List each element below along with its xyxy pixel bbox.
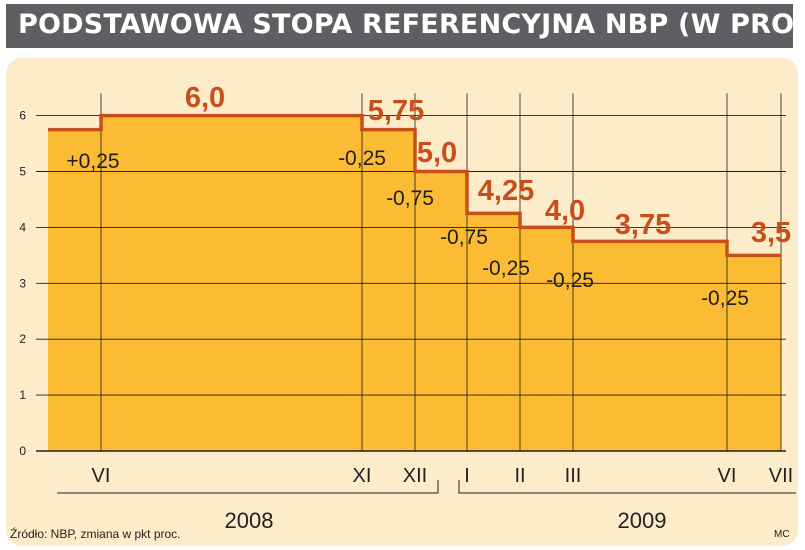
x-tick-label-0: VI [92,465,111,487]
change-label-4: -0,25 [482,257,530,280]
rate-label-5: 4,0 [545,195,585,227]
rate-label-3: 5,0 [417,137,457,169]
y-tick-label-2: 2 [19,332,26,346]
x-tick-label-6: VI [718,465,737,487]
year-bracket-1 [458,480,796,494]
x-tick-label-1: XI [353,465,372,487]
y-tick-label-0: 0 [19,444,26,458]
x-tick-label-4: II [514,465,525,487]
change-label-1: -0,25 [338,147,386,170]
y-tick-label-6: 6 [19,109,26,123]
chart-title: PODSTAWOWA STOPA REFERENCYJNA NBP (W PRO… [18,9,805,40]
rate-label-4: 4,25 [478,175,534,207]
y-tick-label-1: 1 [19,388,26,402]
year-label-0: 2008 [225,508,274,533]
x-tick-label-2: XII [403,465,427,487]
change-label-5: -0,25 [546,269,594,292]
change-label-0: +0,25 [66,150,119,173]
rate-label-2: 5,75 [368,95,424,127]
x-tick-label-5: III [565,465,582,487]
title-bar: PODSTAWOWA STOPA REFERENCYJNA NBP (W PRO… [6,4,805,48]
rate-label-7: 3,5 [751,217,791,249]
y-tick-label-3: 3 [19,276,26,290]
rate-label-6: 3,75 [615,209,671,241]
x-tick-label-7: VII [769,465,793,487]
change-label-6: -0,25 [701,287,749,310]
y-tick-label-5: 5 [19,165,26,179]
y-tick-label-4: 4 [19,220,26,234]
author-credit: MC [774,529,790,540]
change-label-3: -0,75 [440,226,488,249]
rate-label-1: 6,0 [185,82,225,114]
year-bracket-0 [57,480,439,494]
rate-line [48,113,781,258]
year-label-1: 2009 [618,508,667,533]
x-tick-label-3: I [464,465,470,487]
source-note: Źródło: NBP, zmiana w pkt proc. [10,527,181,541]
change-label-2: -0,75 [386,187,434,210]
